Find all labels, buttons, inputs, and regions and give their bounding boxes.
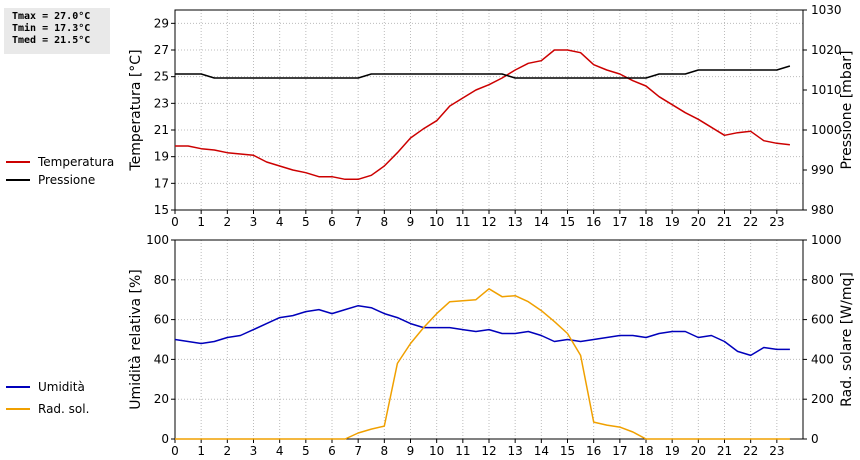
panel2-x-tick-label-15: 15: [560, 444, 575, 458]
panel1-legend-label-temperatura: Temperatura: [37, 155, 114, 169]
panel2-y-left-tick-label-60: 60: [154, 313, 169, 327]
panel2-x-tick-label-22: 22: [743, 444, 758, 458]
panel2-y-right-title: Rad. solare [W/mq]: [839, 272, 855, 407]
panel1-x-tick-label-15: 15: [560, 215, 575, 229]
panel1-x-tick-label-9: 9: [407, 215, 415, 229]
panel2-x-tick-label-7: 7: [354, 444, 362, 458]
panel2-legend-label-umidit: Umidità: [38, 380, 85, 394]
panel1-x-tick-label-13: 13: [508, 215, 523, 229]
stats-box: Tmax = 27.0°C Tmin = 17.3°C Tmed = 21.5°…: [4, 8, 110, 54]
panel2-series-umidit: [174, 304, 790, 357]
panel1-x-tick-label-22: 22: [743, 215, 758, 229]
panel1-x-tick-label-11: 11: [455, 215, 470, 229]
panel2-x-tick-label-4: 4: [276, 444, 284, 458]
panel2-x-tick-label-13: 13: [508, 444, 523, 458]
panel2-y-left-tick-label-0: 0: [161, 432, 169, 446]
panel1-y-right-tick-label-990: 990: [811, 163, 834, 177]
panel2-x-tick-label-0: 0: [171, 444, 179, 458]
panel1-y-right-tick-label-1020: 1020: [811, 43, 842, 57]
stats-tmax: Tmax = 27.0°C: [12, 11, 91, 22]
panel1-y-left-tick-label-29: 29: [154, 16, 169, 30]
panel2-x-tick-label-2: 2: [224, 444, 232, 458]
panel2-y-right-tick-label-600: 600: [811, 313, 834, 327]
panel2-y-right-tick-label-400: 400: [811, 352, 834, 366]
panel2-x-tick-label-23: 23: [769, 444, 784, 458]
panel1-plot-frame: [174, 9, 804, 211]
panel1-y-left-tick-label-15: 15: [154, 203, 169, 217]
panel2-x-tick-label-8: 8: [381, 444, 389, 458]
panel1-y-left-tick-label-25: 25: [154, 70, 169, 84]
panel1-y-left-tick-label-23: 23: [154, 96, 169, 110]
panel1-x-tick-label-14: 14: [534, 215, 549, 229]
panel2-series-rad-sol: [175, 288, 790, 440]
panel1-x-tick-label-21: 21: [717, 215, 732, 229]
panel1-y-right-title: Pressione [mbar]: [839, 50, 855, 169]
panel2-x-tick-label-6: 6: [328, 444, 336, 458]
panel1-y-left-title: Temperatura [°C]: [128, 49, 144, 171]
panel2-y-right-tick-label-200: 200: [811, 392, 834, 406]
panel1-x-tick-label-18: 18: [638, 215, 653, 229]
panel2-x-tick-label-12: 12: [481, 444, 496, 458]
panel1-y-left-tick-label-21: 21: [154, 123, 169, 137]
panel2-y-left-tick-label-20: 20: [154, 392, 169, 406]
stats-tmin: Tmin = 17.3°C: [12, 23, 91, 34]
panel2-y-left-tick-label-80: 80: [154, 273, 169, 287]
panel2-x-tick-label-11: 11: [455, 444, 470, 458]
panel1-x-tick-label-12: 12: [481, 215, 496, 229]
panel1-x-tick-label-0: 0: [171, 215, 179, 229]
panel1-x-tick-label-6: 6: [328, 215, 336, 229]
panel2-y-left-tick-label-40: 40: [154, 352, 169, 366]
panel1-x-tick-label-8: 8: [381, 215, 389, 229]
panel2-x-tick-label-5: 5: [302, 444, 310, 458]
panel1-x-tick-label-3: 3: [250, 215, 258, 229]
panel1-x-tick-label-19: 19: [665, 215, 680, 229]
panel2-x-tick-label-20: 20: [691, 444, 706, 458]
panel2-x-tick-label-3: 3: [250, 444, 258, 458]
panel1-legend-label-pressione: Pressione: [38, 173, 95, 187]
panel2-y-right-tick-label-800: 800: [811, 273, 834, 287]
panel2-x-tick-label-1: 1: [197, 444, 205, 458]
panel1-x-tick-label-20: 20: [691, 215, 706, 229]
panel1-y-left-tick-label-27: 27: [154, 43, 169, 57]
panel2-x-tick-label-19: 19: [665, 444, 680, 458]
panel1-series-temperatura: [175, 49, 790, 181]
panel2-y-left-tick-label-100: 100: [146, 233, 169, 247]
panel2-x-tick-label-17: 17: [612, 444, 627, 458]
panel1-y-right-tick-label-980: 980: [811, 203, 834, 217]
panel1-y-right-tick-label-1000: 1000: [811, 123, 842, 137]
panel1-x-tick-label-23: 23: [769, 215, 784, 229]
panel1-y-left-tick-label-17: 17: [154, 176, 169, 190]
panel2-y-right-tick-label-0: 0: [811, 432, 819, 446]
panel1-x-tick-label-4: 4: [276, 215, 284, 229]
panel1-x-tick-label-5: 5: [302, 215, 310, 229]
panel2-x-tick-label-9: 9: [407, 444, 415, 458]
panel1-x-tick-label-1: 1: [197, 215, 205, 229]
panel1-y-right-tick-label-1010: 1010: [811, 83, 842, 97]
panel2-x-tick-label-21: 21: [717, 444, 732, 458]
panel2-x-tick-label-14: 14: [534, 444, 549, 458]
panel1-y-right-tick-label-1030: 1030: [811, 3, 842, 17]
panel1-x-tick-label-10: 10: [429, 215, 444, 229]
stats-tmed: Tmed = 21.5°C: [12, 35, 91, 46]
panel1-x-tick-label-7: 7: [354, 215, 362, 229]
panel2-y-left-title: Umidità relativa [%]: [128, 269, 144, 410]
panel1-x-tick-label-16: 16: [586, 215, 601, 229]
panel2-y-right-tick-label-1000: 1000: [811, 233, 842, 247]
panel1-y-left-tick-label-19: 19: [154, 150, 169, 164]
panel2-x-tick-label-10: 10: [429, 444, 444, 458]
panel1-x-tick-label-2: 2: [224, 215, 232, 229]
panel2-x-tick-label-16: 16: [586, 444, 601, 458]
panel2-x-tick-label-18: 18: [638, 444, 653, 458]
panel1-x-tick-label-17: 17: [612, 215, 627, 229]
panel2-legend-label-rad-sol: Rad. sol.: [38, 402, 89, 416]
panel1-series-pressione: [175, 65, 791, 79]
